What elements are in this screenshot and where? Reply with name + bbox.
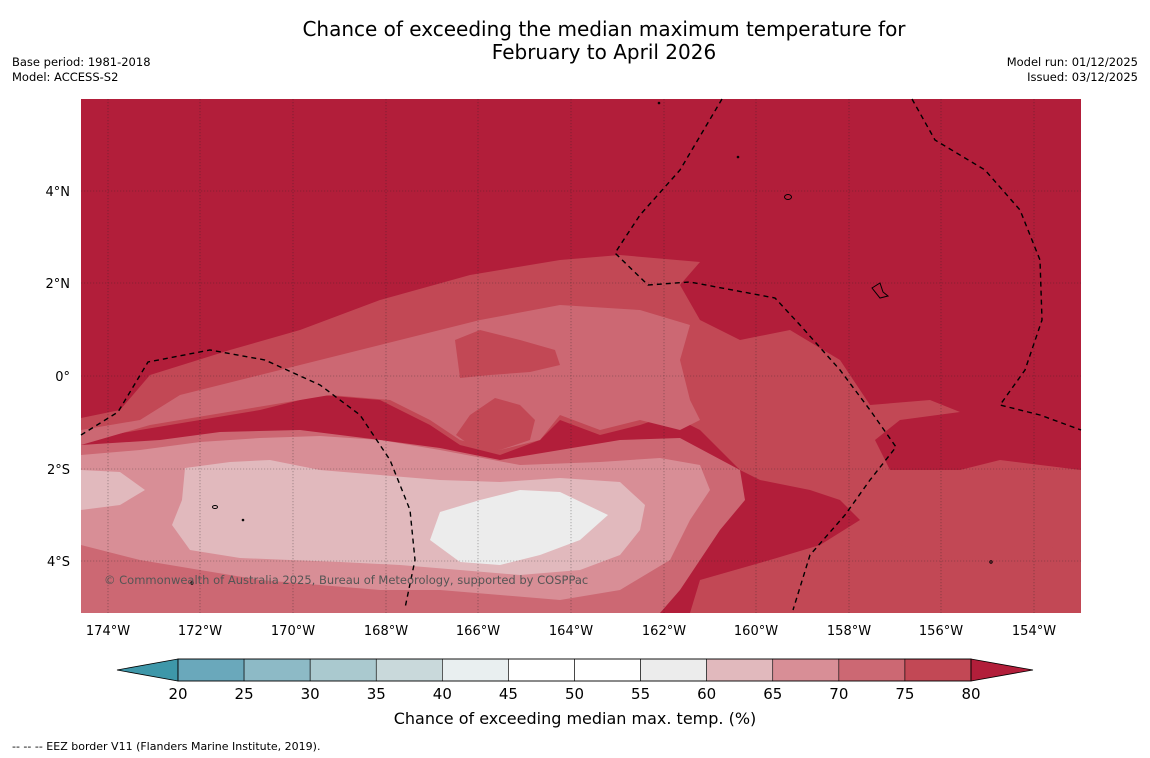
- lat-label: 4°S: [47, 555, 70, 570]
- colorbar-segment: [772, 658, 840, 682]
- colorbar-segment: [904, 658, 972, 682]
- colorbar-tick-label: 80: [961, 685, 980, 703]
- title-line-2: February to April 2026: [491, 40, 717, 64]
- region-75-blob2: [455, 330, 560, 378]
- model-run: Model run: 01/12/2025: [1006, 55, 1138, 69]
- colorbar-tick-label: 60: [697, 685, 716, 703]
- colorbar-segment: [640, 658, 707, 682]
- colorbar-tick-labels: 20 25 30 35 40 45 50 55 60 65 70 75 80: [168, 685, 980, 703]
- region-75b: [770, 500, 1081, 613]
- chart-title: Chance of exceeding the median maximum t…: [0, 18, 1150, 64]
- colorbar-segment: [243, 658, 311, 682]
- lat-label: 2°N: [46, 277, 71, 292]
- lon-label: 172°W: [178, 624, 222, 639]
- region-55: [430, 490, 608, 565]
- lat-label: 2°S: [47, 463, 70, 478]
- colorbar-tick-label: 20: [168, 685, 187, 703]
- lon-label: 174°W: [86, 624, 130, 639]
- colorbar-frame: [177, 658, 972, 682]
- colorbar-segment: [309, 658, 377, 682]
- lon-label: 162°W: [642, 624, 686, 639]
- colorbar-tick-label: 70: [829, 685, 848, 703]
- lat-label: 0°: [55, 370, 70, 385]
- colorbar-tick-label: 50: [565, 685, 584, 703]
- colorbar-tick-label: 35: [367, 685, 386, 703]
- issued-date: Issued: 03/12/2025: [1027, 70, 1138, 84]
- map-panel: © Commonwealth of Australia 2025, Bureau…: [80, 98, 1082, 613]
- colorbar-label: Chance of exceeding median max. temp. (%…: [393, 709, 757, 728]
- lon-label: 160°W: [734, 624, 778, 639]
- colorbar-tick-label: 55: [631, 685, 650, 703]
- colorbar-high-extension: [970, 658, 1034, 682]
- colorbar-segments: [177, 658, 972, 682]
- lon-label: 154°W: [1012, 624, 1056, 639]
- colorbar: 20 25 30 35 40 45 50 55 60 65 70 75 80: [116, 658, 1034, 703]
- lon-label: 164°W: [549, 624, 593, 639]
- colorbar-low-extension: [116, 658, 179, 682]
- lon-label: 158°W: [827, 624, 871, 639]
- colorbar-tick-label: 25: [235, 685, 254, 703]
- model-name: Model: ACCESS-S2: [12, 70, 119, 84]
- colorbar-segment: [177, 658, 245, 682]
- lon-label: 156°W: [919, 624, 963, 639]
- colorbar-segment: [508, 658, 575, 682]
- colorbar-tick-label: 30: [301, 685, 320, 703]
- colorbar-segment: [375, 658, 443, 682]
- colorbar-tick-label: 65: [763, 685, 782, 703]
- region-75: [81, 255, 1081, 613]
- islands: [190, 101, 993, 585]
- meta-left: Base period: 1981-2018 Model: ACCESS-S2: [12, 55, 151, 85]
- colorbar-tick-label: 75: [895, 685, 914, 703]
- title-line-1: Chance of exceeding the median maximum t…: [302, 17, 906, 41]
- colorbar-tick-label: 45: [499, 685, 518, 703]
- region-75-blob1: [456, 398, 535, 450]
- lon-label: 166°W: [456, 624, 500, 639]
- eez-footnote: -- -- -- EEZ border V11 (Flanders Marine…: [12, 740, 321, 753]
- lat-label: 4°N: [46, 185, 71, 200]
- lat-labels: 4°N 2°N 0° 2°S 4°S: [46, 185, 71, 570]
- meta-right: Model run: 01/12/2025 Issued: 03/12/2025: [1007, 55, 1138, 85]
- lon-labels: 174°W 172°W 170°W 168°W 166°W 164°W 162°…: [86, 624, 1056, 639]
- colorbar-segment: [574, 658, 641, 682]
- base-period: Base period: 1981-2018: [12, 55, 151, 69]
- copyright-text: © Commonwealth of Australia 2025, Bureau…: [104, 573, 588, 587]
- colorbar-segment: [442, 658, 509, 682]
- colorbar-segment: [838, 658, 906, 682]
- eez-borders: [80, 98, 1082, 611]
- lon-label: 170°W: [271, 624, 315, 639]
- colorbar-segment: [706, 658, 774, 682]
- lon-label: 168°W: [364, 624, 408, 639]
- region-75-blob3: [770, 408, 785, 432]
- colorbar-tick-label: 40: [433, 685, 452, 703]
